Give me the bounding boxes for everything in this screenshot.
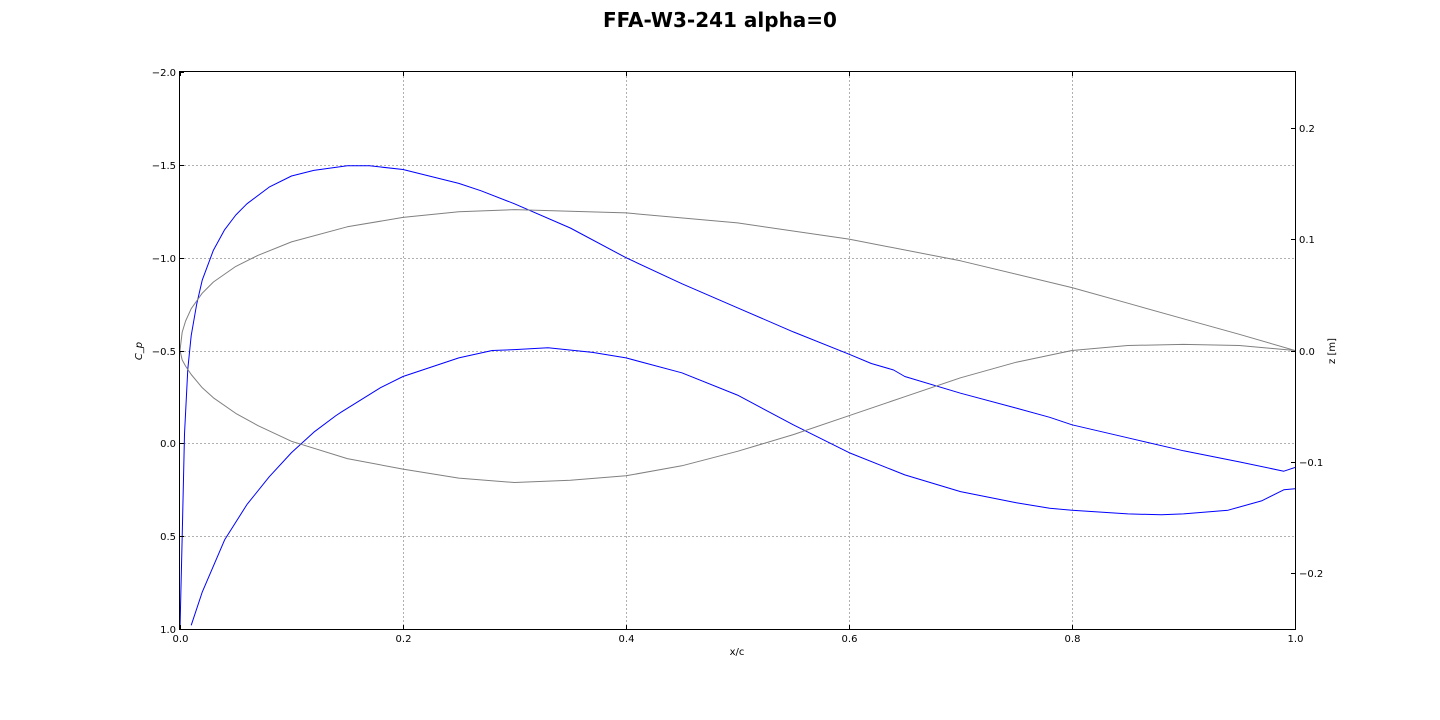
y-left-tick-label: 1.0: [160, 625, 176, 636]
y-left-tick-label: −1.5: [152, 161, 176, 172]
cp-line-1: [190, 347, 1295, 626]
y-right-tick-label: 0.0: [1299, 347, 1315, 358]
plot-lines: [180, 165, 1295, 629]
ticks: 0.0 0.2 0.4 0.6 0.8 1.0 −2.0 −1.5 −1.0 −0.5 0.0 0.5…: [152, 68, 1324, 645]
y-axis-left-label: C_p: [134, 342, 145, 360]
y-right-tick-label: −0.1: [1299, 458, 1323, 469]
y-left-tick-label: 0.0: [160, 439, 176, 450]
x-tick-label: 1.0: [1288, 634, 1304, 645]
cp-line-0: [180, 165, 1295, 629]
x-tick-label: 0.4: [619, 634, 635, 645]
y-left-tick-label: 0.5: [160, 532, 176, 543]
y-left-tick-label: −2.0: [152, 68, 176, 79]
y-axis-right-label: z [m]: [1327, 338, 1338, 364]
y-right-tick-label: 0.1: [1299, 235, 1315, 246]
profile-line-2: [180, 209, 1295, 351]
plot-frame: [179, 71, 1296, 630]
y-left-tick-label: −1.0: [152, 254, 176, 265]
x-tick-label: 0.0: [173, 634, 189, 645]
profile-line-3: [180, 343, 1295, 483]
x-tick-label: 0.2: [396, 634, 412, 645]
x-tick-label: 0.8: [1065, 634, 1081, 645]
x-tick-label: 0.6: [842, 634, 858, 645]
chart-title: FFA-W3-241 alpha=0: [603, 8, 837, 32]
y-right-tick-label: 0.2: [1299, 124, 1315, 135]
y-left-tick-label: −0.5: [152, 347, 176, 358]
x-axis-label: x/c: [730, 647, 745, 658]
grid-lines: [180, 72, 1295, 629]
y-right-tick-label: −0.2: [1299, 569, 1323, 580]
